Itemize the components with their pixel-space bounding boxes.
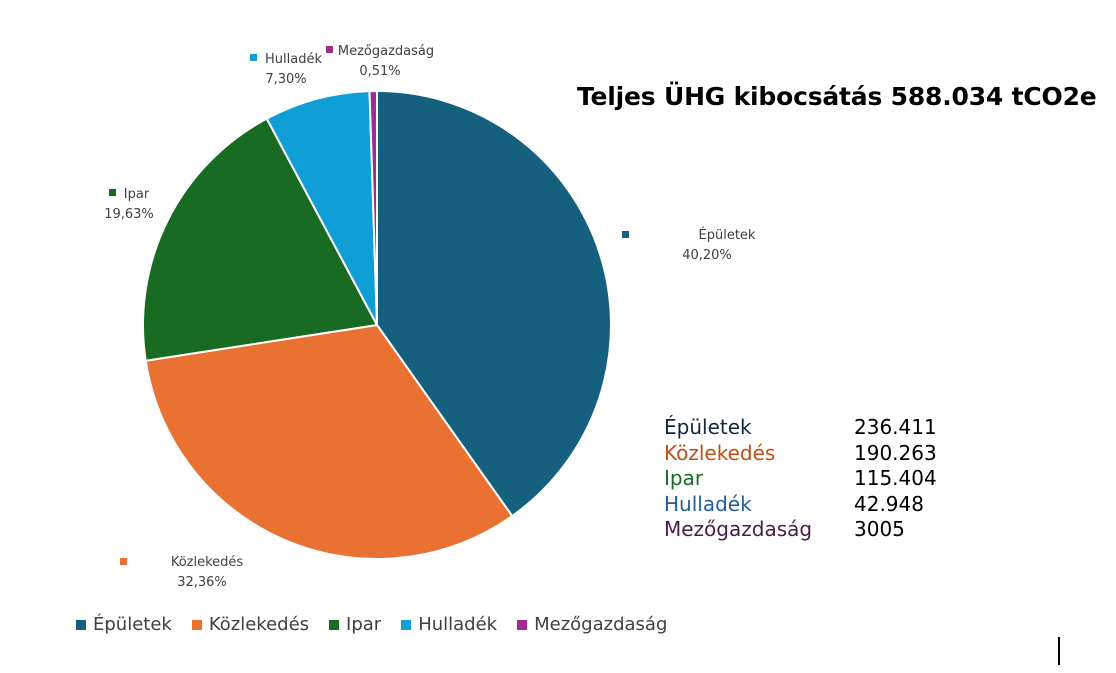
legend-label: Közlekedés	[208, 614, 310, 635]
value-number: 115.404	[854, 466, 937, 490]
legend-item: Épületek	[76, 614, 172, 635]
value-number: 236.411	[854, 415, 937, 439]
legend-swatch	[76, 619, 86, 630]
value-row: Ipar 115.404	[664, 466, 937, 492]
value-row: Hulladék 42.948	[664, 492, 937, 518]
value-name: Épületek	[664, 415, 752, 439]
legend-item: Hulladék	[401, 614, 497, 635]
pie-slice-4	[368, 89, 378, 326]
slice-label-percent: 19,63%	[104, 207, 154, 222]
legend-swatch	[329, 619, 340, 630]
value-name: Mezőgazdaság	[664, 517, 813, 541]
value-number: 190.263	[854, 440, 937, 465]
slice-label-swatch	[325, 46, 333, 53]
legend-swatch	[517, 619, 528, 630]
slice-label-kozlekedes: Közlekedés 32,36%	[117, 553, 287, 593]
slice-label-swatch	[108, 189, 116, 196]
legend-label: Ipar	[346, 614, 382, 635]
legend-label: Mezőgazdaság	[534, 614, 668, 635]
pie-slice-1	[144, 323, 514, 560]
slice-label-name: Épületek	[698, 228, 756, 243]
value-number: 3005	[854, 517, 905, 541]
slice-label-percent: 0,51%	[359, 64, 401, 79]
chart-title: Teljes ÜHG kibocsátás 588.034 tCO2e	[577, 82, 1097, 111]
legend-item: Ipar	[329, 614, 381, 635]
slice-label-name: Mezőgazdaság	[337, 44, 435, 59]
pie-slices	[142, 89, 612, 560]
legend-swatch	[401, 619, 412, 630]
value-row: Közlekedés 190.263	[664, 441, 937, 467]
value-name: Közlekedés	[664, 440, 776, 465]
pie-slice-0	[376, 89, 612, 518]
chart-legend: Épületek Közlekedés Ipar Hulladék Mezőga…	[76, 614, 687, 635]
slice-label-hulladek: Hulladék 7,30%	[236, 50, 336, 90]
legend-label: Épületek	[93, 614, 172, 635]
slice-label-percent: 32,36%	[177, 575, 227, 590]
legend-label: Hulladék	[418, 614, 498, 635]
value-name: Ipar	[664, 466, 704, 490]
slice-label-swatch	[250, 54, 257, 61]
slice-label-name: Ipar	[123, 187, 150, 202]
value-table: Épületek 236.411 Közlekedés 190.263 Ipar…	[664, 415, 937, 543]
slice-label-name: Hulladék	[265, 52, 322, 67]
legend-item: Mezőgazdaság	[517, 614, 667, 635]
slice-label-name: Közlekedés	[170, 555, 244, 570]
slice-label-percent: 7,30%	[265, 72, 307, 87]
slice-label-mezogazdasag: Mezőgazdaság 0,51%	[312, 42, 448, 82]
slice-label-swatch	[120, 558, 127, 565]
text-cursor	[1058, 637, 1060, 665]
value-name: Hulladék	[664, 491, 752, 516]
legend-swatch	[191, 619, 202, 630]
pie-slice-3	[265, 90, 378, 326]
value-row: Épületek 236.411	[664, 415, 937, 441]
slice-label-percent: 40,20%	[682, 248, 732, 263]
slice-label-epuletek: Épületek 40,20%	[622, 226, 792, 266]
slice-label-ipar: Ipar 19,63%	[84, 185, 174, 225]
slice-label-swatch	[622, 231, 629, 238]
legend-item: Közlekedés	[191, 614, 310, 635]
value-row: Mezőgazdaság 3005	[664, 517, 937, 543]
value-number: 42.948	[854, 491, 924, 516]
pie-slice-2	[142, 117, 379, 362]
